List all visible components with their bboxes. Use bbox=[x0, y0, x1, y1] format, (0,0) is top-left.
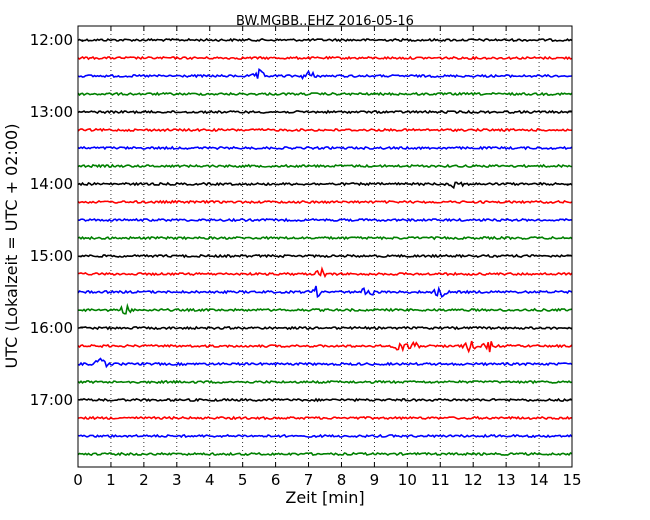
x-tick-label: 3 bbox=[172, 471, 182, 489]
trace-line bbox=[77, 145, 573, 151]
trace-line bbox=[77, 266, 573, 279]
x-tick-label: 4 bbox=[205, 471, 215, 489]
chart-title: BW.MGBB..EHZ 2016-05-16 bbox=[236, 14, 414, 29]
y-tick-label: 13:00 bbox=[30, 103, 73, 121]
trace-line bbox=[77, 415, 573, 421]
x-tick-label: 14 bbox=[530, 471, 549, 489]
y-axis-label: UTC (Lokalzeit = UTC + 02:00) bbox=[2, 124, 21, 369]
trace-line bbox=[77, 199, 573, 205]
x-tick-label: 5 bbox=[238, 471, 248, 489]
trace-line bbox=[77, 37, 573, 43]
x-tick-label: 12 bbox=[464, 471, 483, 489]
x-axis-ticks: 0 1 2 3 4 5 6 7 8 9 10 11 12 13 14 15 bbox=[73, 26, 582, 489]
plot-frame bbox=[77, 25, 573, 468]
x-tick-label: 9 bbox=[370, 471, 380, 489]
trace-line bbox=[77, 325, 573, 331]
seismic-traces bbox=[77, 37, 573, 457]
y-tick-label: 12:00 bbox=[30, 31, 73, 49]
y-axis-ticks: 12:00 13:00 14:00 15:00 16:00 17:00 bbox=[30, 31, 572, 409]
x-tick-label: 0 bbox=[73, 471, 83, 489]
y-tick-label: 16:00 bbox=[30, 319, 73, 337]
trace-line bbox=[77, 357, 573, 369]
trace-line bbox=[77, 451, 573, 457]
y-tick-label: 17:00 bbox=[30, 391, 73, 409]
x-tick-label: 1 bbox=[106, 471, 116, 489]
trace-line bbox=[77, 91, 573, 97]
trace-line bbox=[77, 397, 573, 403]
trace-line bbox=[77, 340, 573, 354]
trace-line bbox=[77, 109, 573, 115]
y-tick-label: 15:00 bbox=[30, 247, 73, 265]
x-tick-label: 11 bbox=[431, 471, 450, 489]
x-tick-label: 8 bbox=[337, 471, 347, 489]
x-tick-label: 10 bbox=[398, 471, 417, 489]
x-tick-label: 15 bbox=[562, 471, 581, 489]
x-tick-label: 7 bbox=[304, 471, 314, 489]
trace-line bbox=[77, 379, 573, 385]
trace-line bbox=[77, 433, 573, 439]
x-axis-label: Zeit [min] bbox=[285, 488, 364, 507]
y-tick-label: 14:00 bbox=[30, 175, 73, 193]
trace-line bbox=[77, 163, 573, 169]
x-tick-label: 13 bbox=[497, 471, 516, 489]
trace-line bbox=[77, 67, 573, 81]
trace-line bbox=[77, 253, 573, 259]
x-tick-label: 6 bbox=[271, 471, 281, 489]
trace-line bbox=[77, 181, 573, 190]
trace-line bbox=[77, 217, 573, 223]
trace-line bbox=[77, 285, 573, 299]
trace-line bbox=[77, 127, 573, 133]
trace-line bbox=[77, 302, 573, 315]
grid-lines bbox=[110, 26, 540, 467]
trace-line bbox=[77, 55, 573, 61]
x-tick-label: 2 bbox=[139, 471, 149, 489]
trace-line bbox=[77, 235, 573, 241]
